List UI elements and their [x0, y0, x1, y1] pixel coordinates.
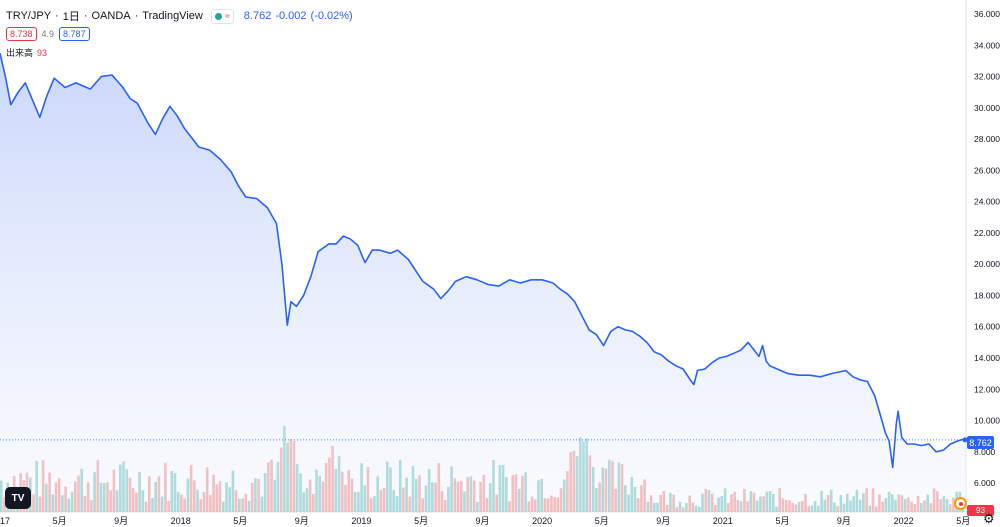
market-open-icon — [214, 12, 222, 20]
y-tick-label: 6.000 — [974, 478, 996, 488]
volume-label: 出来高 — [6, 48, 34, 58]
volume-value: 93 — [37, 48, 48, 58]
x-tick-label: 5月 — [233, 516, 247, 526]
y-tick-label: 34.000 — [974, 40, 1000, 50]
x-tick-label: 2020 — [532, 516, 552, 526]
sell-button[interactable]: 8.738 — [6, 27, 37, 41]
y-tick-label: 32.000 — [974, 72, 1000, 82]
timezone-clock-icon[interactable] — [954, 497, 967, 510]
x-tick-label: 9月 — [295, 516, 309, 526]
x-tick-label: 5月 — [53, 516, 67, 526]
price-line — [0, 53, 966, 469]
last-price-tag: 8.762 — [967, 436, 994, 449]
y-tick-label: 22.000 — [974, 228, 1000, 238]
x-tick-label: 5月 — [414, 516, 428, 526]
x-tick-label: 5月 — [956, 516, 970, 526]
x-tick-label: 9月 — [837, 516, 851, 526]
price-change-pct: (-0.02%) — [310, 10, 353, 22]
y-tick-label: 12.000 — [974, 384, 1000, 394]
x-tick-label: 9月 — [475, 516, 489, 526]
spread-value: 4.9 — [41, 29, 55, 39]
x-tick-label: 5月 — [595, 516, 609, 526]
y-tick-label: 20.000 — [974, 259, 1000, 269]
x-tick-label: 2022 — [894, 516, 914, 526]
separator: · — [134, 10, 139, 22]
x-tick-label: 2018 — [171, 516, 191, 526]
separator: · — [83, 10, 88, 22]
x-tick-label: 9月 — [114, 516, 128, 526]
last-price: 8.762 — [243, 10, 272, 22]
y-tick-label: 14.000 — [974, 353, 1000, 363]
last-price-dot — [962, 437, 968, 443]
y-tick-label: 16.000 — [974, 322, 1000, 332]
x-tick-label: 5月 — [775, 516, 789, 526]
y-tick-label: 36.000 — [974, 9, 1000, 19]
buy-button[interactable]: 8.787 — [59, 27, 90, 41]
platform-label: TradingView — [142, 10, 203, 22]
y-tick-label: 18.000 — [974, 291, 1000, 301]
volume-legend[interactable]: 出来高 93 — [6, 46, 47, 59]
chart-header: TRY/JPY · 1日 · OANDA · TradingView ≈ 8.7… — [6, 8, 353, 24]
y-tick-label: 8.000 — [974, 447, 996, 457]
x-tick-label: 2021 — [713, 516, 733, 526]
x-tick-label: 2019 — [351, 516, 371, 526]
y-tick-label: 30.000 — [974, 103, 1000, 113]
y-tick-label: 26.000 — [974, 165, 1000, 175]
separator: · — [55, 10, 59, 22]
y-tick-label: 28.000 — [974, 134, 1000, 144]
data-wave-icon: ≈ — [224, 10, 230, 21]
source-label: OANDA — [91, 10, 131, 22]
y-tick-label: 10.000 — [974, 416, 1000, 426]
y-tick-label: 24.000 — [974, 197, 1000, 207]
tradingview-logo[interactable]: TV — [5, 487, 31, 509]
x-tick-label: 2017 — [0, 516, 10, 526]
price-change: -0.002 — [275, 10, 307, 22]
gear-icon[interactable]: ⚙ — [983, 511, 995, 526]
interval-label[interactable]: 1日 — [62, 11, 80, 23]
symbol-name[interactable]: TRY/JPY — [6, 10, 52, 22]
x-tick-label: 9月 — [656, 516, 670, 526]
volume-tag: 93 — [967, 505, 994, 516]
bid-ask-row: 8.738 4.9 8.787 — [6, 27, 90, 41]
market-status-badge[interactable]: ≈ — [210, 8, 234, 24]
